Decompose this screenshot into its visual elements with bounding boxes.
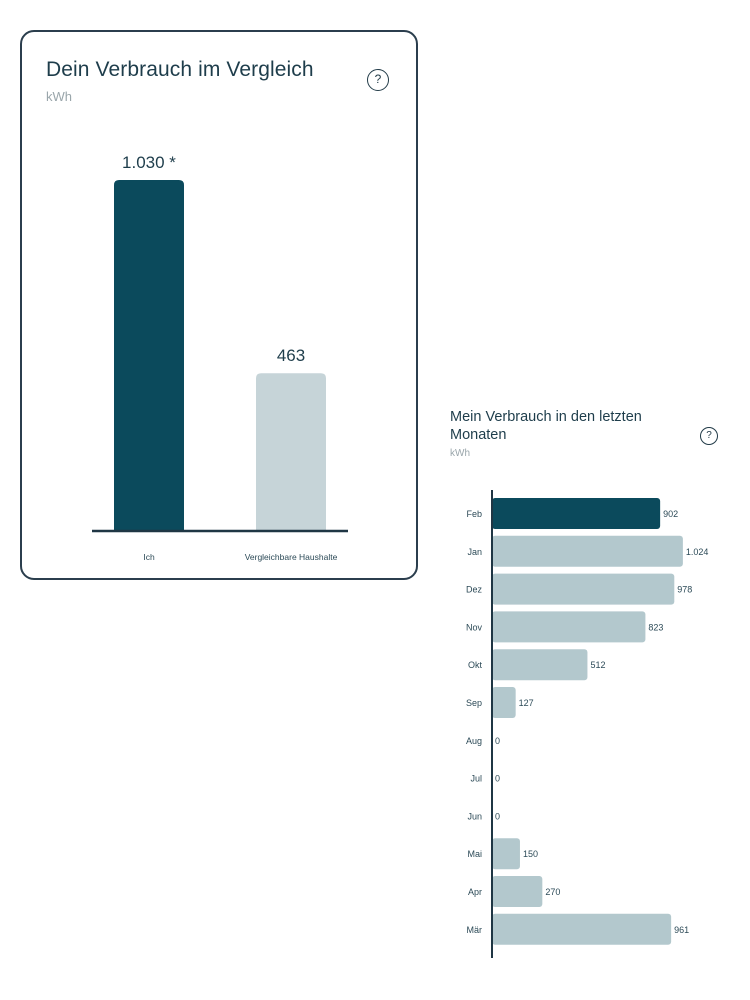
month-label: Okt: [468, 660, 483, 670]
monthly-title: Mein Verbrauch in den letzten Monaten: [450, 408, 690, 444]
bar-value-label: 0: [495, 774, 500, 784]
bar-apr: [492, 876, 543, 907]
monthly-title-line1: Mein Verbrauch in den letzten: [450, 409, 642, 425]
month-label: Sep: [466, 698, 482, 708]
comparison-unit: kWh: [46, 89, 72, 104]
month-label: Feb: [466, 509, 482, 519]
bar-jan: [492, 535, 683, 567]
bar-value-label: 127: [519, 698, 534, 708]
bar-value-label: 512: [590, 660, 605, 670]
monthly-help-icon[interactable]: ?: [700, 427, 718, 445]
bar-okt: [492, 649, 588, 681]
month-label: Jul: [470, 774, 482, 784]
bar-sep: [492, 687, 516, 718]
bar-value-label: 463: [277, 346, 305, 365]
comparison-chart: 1.030 * Ich 463 Vergleichbare Haushalte: [92, 153, 348, 562]
comparison-help-icon[interactable]: ?: [367, 69, 389, 91]
bar-value-label: 270: [545, 887, 560, 897]
month-label: Mai: [467, 849, 482, 859]
category-label: Ich: [143, 552, 155, 562]
monthly-unit: kWh: [450, 448, 470, 459]
comparison-title: Dein Verbrauch im Vergleich: [46, 58, 314, 81]
bar-value-label: 978: [677, 585, 692, 595]
month-label: Nov: [466, 622, 483, 632]
month-label: Jun: [467, 811, 482, 821]
category-label: Vergleichbare Haushalte: [245, 552, 338, 562]
month-label: Aug: [466, 736, 482, 746]
bar-value-label: 150: [523, 849, 538, 859]
monthly-title-line2: Monaten: [450, 427, 507, 443]
month-label: Jan: [467, 547, 482, 557]
month-label: Mär: [467, 925, 483, 935]
bar-value-label: 1.024: [686, 547, 709, 557]
bar-value-label: 0: [495, 736, 500, 746]
bar-vergleichbare-haushalte: [256, 373, 326, 531]
month-label: Dez: [466, 585, 483, 595]
comparison-card: Dein Verbrauch im Vergleich kWh ?: [20, 30, 418, 580]
month-label: Apr: [468, 887, 482, 897]
bar-value-label: 1.030 *: [122, 153, 176, 172]
bar-nov: [492, 611, 646, 643]
bar-mär: [492, 913, 672, 945]
bar-value-label: 961: [674, 925, 689, 935]
bar-dez: [492, 573, 675, 605]
bar-mai: [492, 838, 520, 870]
bar-feb: [492, 498, 661, 529]
bar-value-label: 902: [663, 509, 678, 519]
bar-value-label: 823: [648, 622, 663, 632]
bar-value-label: 0: [495, 811, 500, 821]
monthly-chart: Feb 902 Jan 1.024 Dez 978 Nov 823 Okt 512 Sep 127 Au…: [466, 490, 709, 958]
bar-ich: [114, 180, 184, 531]
